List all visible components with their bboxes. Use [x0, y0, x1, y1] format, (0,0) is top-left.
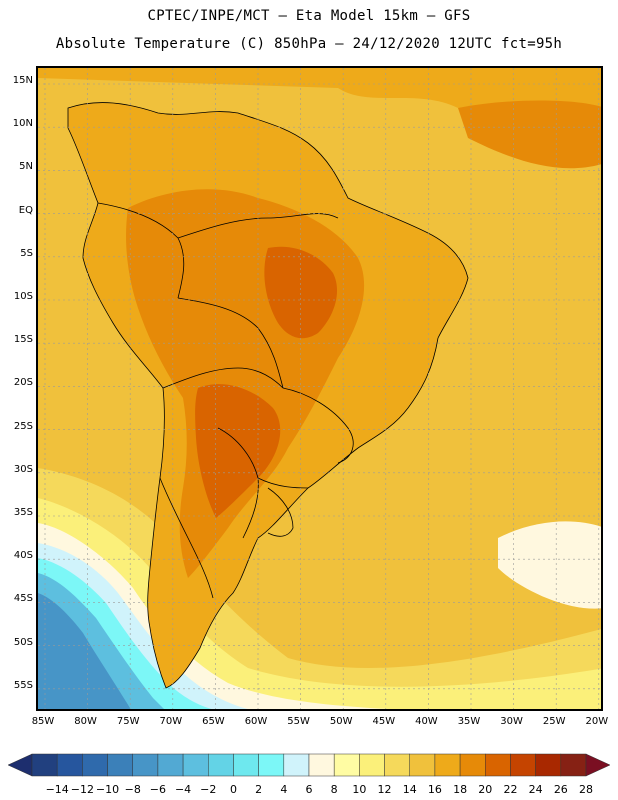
- colorbar-swatch: [485, 753, 511, 777]
- colorbar-tick-label: −8: [124, 783, 141, 796]
- colorbar-swatch: [384, 753, 410, 777]
- lon-label: 65W: [202, 716, 225, 727]
- colorbar-tick-label: 12: [377, 783, 392, 796]
- map-title-line2: Absolute Temperature (C) 850hPa – 24/12/…: [55, 36, 563, 52]
- colorbar-tick-label: 6: [305, 783, 313, 796]
- lon-label: 20W: [585, 716, 609, 727]
- colorbar-swatch: [258, 753, 285, 777]
- colorbar-swatch: [359, 753, 385, 777]
- colorbar-swatch: [459, 753, 486, 777]
- colorbar-swatch: [182, 753, 209, 777]
- lat-label: 15S: [13, 334, 33, 346]
- lon-label: 40W: [415, 716, 438, 727]
- hot-core-field-2: [264, 246, 338, 339]
- colorbar-swatch: [107, 753, 133, 777]
- lat-label: 5S: [20, 247, 33, 259]
- lon-label: 35W: [457, 716, 481, 727]
- lon-label: 45W: [372, 716, 396, 727]
- colorbar-tick-label: −6: [149, 783, 167, 796]
- lon-label: 55W: [287, 716, 310, 727]
- lat-label: 55S: [13, 679, 33, 691]
- colorbar-tick-label: 16: [427, 783, 442, 796]
- lat-label: 10N: [12, 118, 33, 130]
- ne-ocean-warm-field: [458, 100, 601, 169]
- lon-label: 30W: [500, 716, 523, 727]
- lat-label: 50S: [13, 636, 33, 648]
- temperature-map: [36, 66, 603, 711]
- colorbar-swatch: [157, 753, 184, 777]
- colorbar-tick-label: 24: [528, 783, 543, 796]
- colorbar-under-arrow: [7, 753, 33, 777]
- colorbar-swatch: [132, 753, 159, 777]
- lon-label: 80W: [74, 716, 97, 727]
- colorbar-swatch: [233, 753, 259, 777]
- lon-label: 25W: [542, 716, 566, 727]
- hot-core-field: [195, 384, 281, 518]
- lat-label: 25S: [13, 420, 33, 432]
- colorbar-swatch: [82, 753, 108, 777]
- colorbar-tick-label: 28: [579, 783, 593, 796]
- map-title-line1: CPTEC/INPE/MCT – Eta Model 15km – GFS: [147, 8, 471, 24]
- colorbar-swatch: [308, 753, 335, 777]
- map-canvas: [38, 68, 601, 709]
- colorbar-swatch: [510, 753, 536, 777]
- lon-label: 60W: [244, 716, 268, 727]
- colorbar-tick-label: −4: [174, 783, 192, 796]
- lat-label: 5N: [19, 161, 33, 173]
- north-ocean-warm-field: [38, 68, 601, 139]
- colorbar-swatch: [535, 753, 562, 777]
- lat-label: 45S: [13, 593, 33, 605]
- colorbar-tick-label: 8: [330, 783, 338, 796]
- polar-field-4: [38, 593, 131, 709]
- lat-label: EQ: [18, 204, 33, 216]
- colorbar-swatch: [56, 753, 83, 777]
- lat-label: 30S: [13, 463, 33, 475]
- colorbar-tick-label: −10: [95, 783, 120, 796]
- colorbar-swatch: [434, 753, 461, 777]
- colorbar-swatch: [283, 753, 310, 777]
- colorbar-swatch: [208, 753, 234, 777]
- lat-label: 40S: [13, 550, 33, 562]
- se-pale-field: [498, 521, 601, 609]
- colorbar-tick-label: 20: [478, 783, 493, 796]
- lon-label: 75W: [116, 716, 140, 727]
- colorbar-swatch: [409, 753, 436, 777]
- colorbar-swatch: [560, 753, 587, 777]
- colorbar-tick-label: −14: [45, 783, 69, 796]
- lat-label: 15N: [12, 75, 33, 86]
- colorbar-swatch: [333, 753, 360, 777]
- lat-label: 35S: [13, 507, 33, 518]
- lat-label: 10S: [13, 291, 33, 302]
- colorbar-tick-label: 0: [229, 783, 237, 796]
- colorbar-tick-label: 22: [503, 783, 518, 796]
- lon-label: 50W: [329, 716, 353, 727]
- colorbar-tick-label: 10: [352, 783, 367, 796]
- colorbar-swatch: [31, 753, 58, 777]
- colorbar-tick-label: 2: [255, 783, 263, 796]
- lat-label: 20S: [13, 377, 33, 389]
- colorbar-over-arrow: [585, 753, 611, 777]
- colorbar-tick-label: 18: [453, 783, 468, 796]
- colorbar-tick-label: 26: [553, 783, 568, 796]
- colorbar-tick-label: −12: [70, 783, 94, 796]
- colorbar-tick-label: −2: [200, 783, 217, 796]
- lon-label: 70W: [159, 716, 183, 727]
- colorbar-tick-label: 14: [402, 783, 417, 796]
- lon-label: 85W: [31, 716, 55, 727]
- colorbar-tick-label: 4: [280, 783, 288, 796]
- temperature-colorbar: [7, 753, 611, 777]
